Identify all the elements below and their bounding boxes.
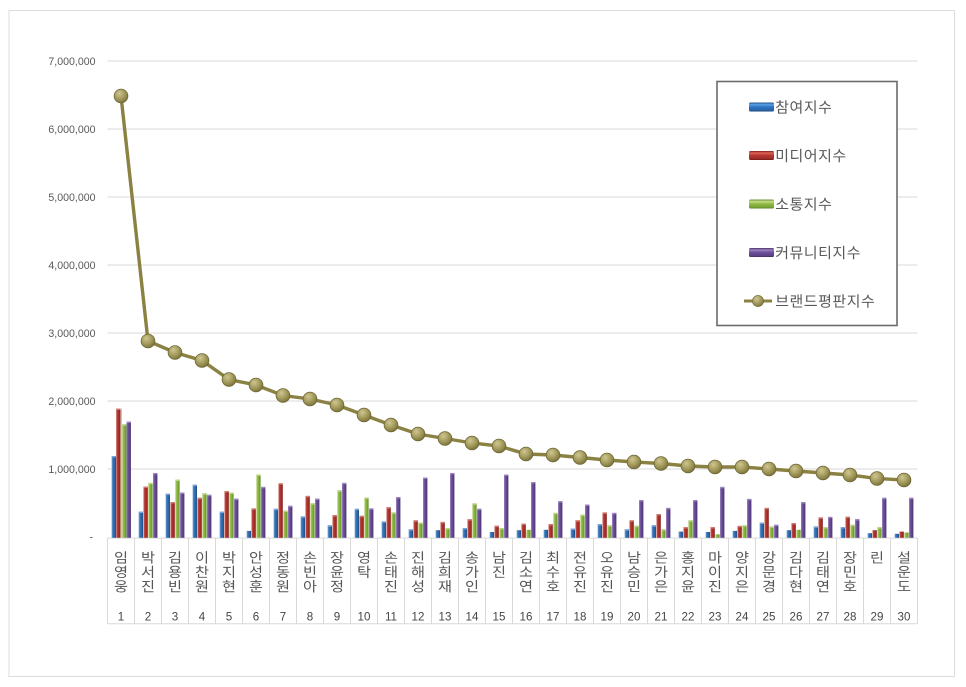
svg-text:2,000,000: 2,000,000 [48,396,95,408]
svg-text:7: 7 [280,611,286,624]
svg-text:1,000,000: 1,000,000 [48,464,95,476]
svg-text:3,000,000: 3,000,000 [48,328,95,340]
svg-text:28: 28 [844,611,857,624]
svg-text:7,000,000: 7,000,000 [48,56,95,68]
svg-text:26: 26 [790,611,803,624]
svg-text:6,000,000: 6,000,000 [48,124,95,136]
svg-text:20: 20 [628,611,641,624]
svg-text:29: 29 [871,611,884,624]
svg-text:5,000,000: 5,000,000 [48,192,95,204]
svg-text:22: 22 [682,611,695,624]
svg-text:21: 21 [655,611,668,624]
svg-text:2: 2 [145,611,151,624]
svg-text:8: 8 [307,611,313,624]
svg-text:-: - [89,532,93,544]
svg-text:15: 15 [493,611,506,624]
svg-text:10: 10 [358,611,371,624]
svg-text:27: 27 [817,611,830,624]
svg-text:5: 5 [226,611,232,624]
svg-text:30: 30 [898,611,911,624]
svg-text:24: 24 [736,611,749,624]
svg-text:11: 11 [385,611,397,624]
svg-text:13: 13 [439,611,452,624]
svg-text:4: 4 [199,611,206,624]
svg-text:6: 6 [253,611,259,624]
svg-text:18: 18 [574,611,587,624]
svg-text:9: 9 [334,611,340,624]
svg-text:17: 17 [547,611,560,624]
svg-text:25: 25 [763,611,776,624]
svg-text:4,000,000: 4,000,000 [48,260,95,272]
svg-text:16: 16 [520,611,533,624]
svg-text:23: 23 [709,611,722,624]
svg-text:1: 1 [118,611,124,624]
svg-text:14: 14 [466,611,479,624]
svg-text:19: 19 [601,611,614,624]
svg-text:12: 12 [412,611,425,624]
svg-text:3: 3 [172,611,178,624]
